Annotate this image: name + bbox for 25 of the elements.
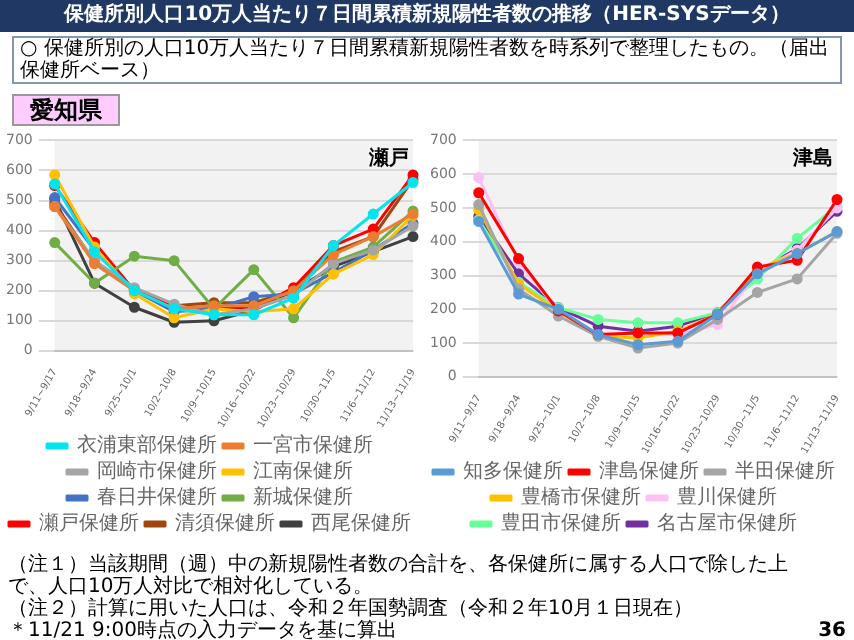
annotation: 瀬戸 <box>367 145 409 170</box>
legend-label: 春日井保健所 <box>97 485 217 510</box>
legend-label: 瀬戸保健所 <box>39 511 139 536</box>
text: 愛知県 <box>12 94 120 126</box>
legend-label: 豊川保健所 <box>677 485 777 510</box>
legend-label: 清須保健所 <box>175 511 275 536</box>
annotation: 津島 <box>791 145 833 170</box>
legend-label: 津島保健所 <box>599 459 699 484</box>
legend-label: 衣浦東部保健所 <box>77 433 217 458</box>
legend-label: 豊田市保健所 <box>501 511 621 536</box>
text: 36 <box>818 620 846 640</box>
legend-label: 西尾保健所 <box>311 511 411 536</box>
chart-subtitle: ○ 保健所別の人口10万人当たり７日間累積新規陽性者数を時系列で整理したもの。（届出保健所ベース） <box>12 36 842 84</box>
legend-label: 知多保健所 <box>463 459 563 484</box>
text: （注１）当該期間（週）中の新規陽性者数の合計を、各保健所に属する人口で除した上で、人口10万人対比で相対化している。 <box>8 554 790 598</box>
chart-title: 保健所別人口10万人当たり７日間累積新規陽性者数の推移（HER-SYSデータ） <box>0 0 854 32</box>
text: ＊11/21 9:00時点の入力データを基に算出 <box>8 620 399 640</box>
legend-label: 豊橋市保健所 <box>521 485 641 510</box>
legend-label: 江南保健所 <box>253 459 353 484</box>
legend-label: 岡崎市保健所 <box>97 459 217 484</box>
legend-label: 名古屋市保健所 <box>657 511 797 536</box>
text: （注２）計算に用いた人口は、令和２年国勢調査（令和２年10月１日現在） <box>8 598 696 620</box>
legend-label: 半田保健所 <box>735 459 835 484</box>
legend-label: 新城保健所 <box>253 485 353 510</box>
legend-label: 一宮市保健所 <box>253 433 373 458</box>
